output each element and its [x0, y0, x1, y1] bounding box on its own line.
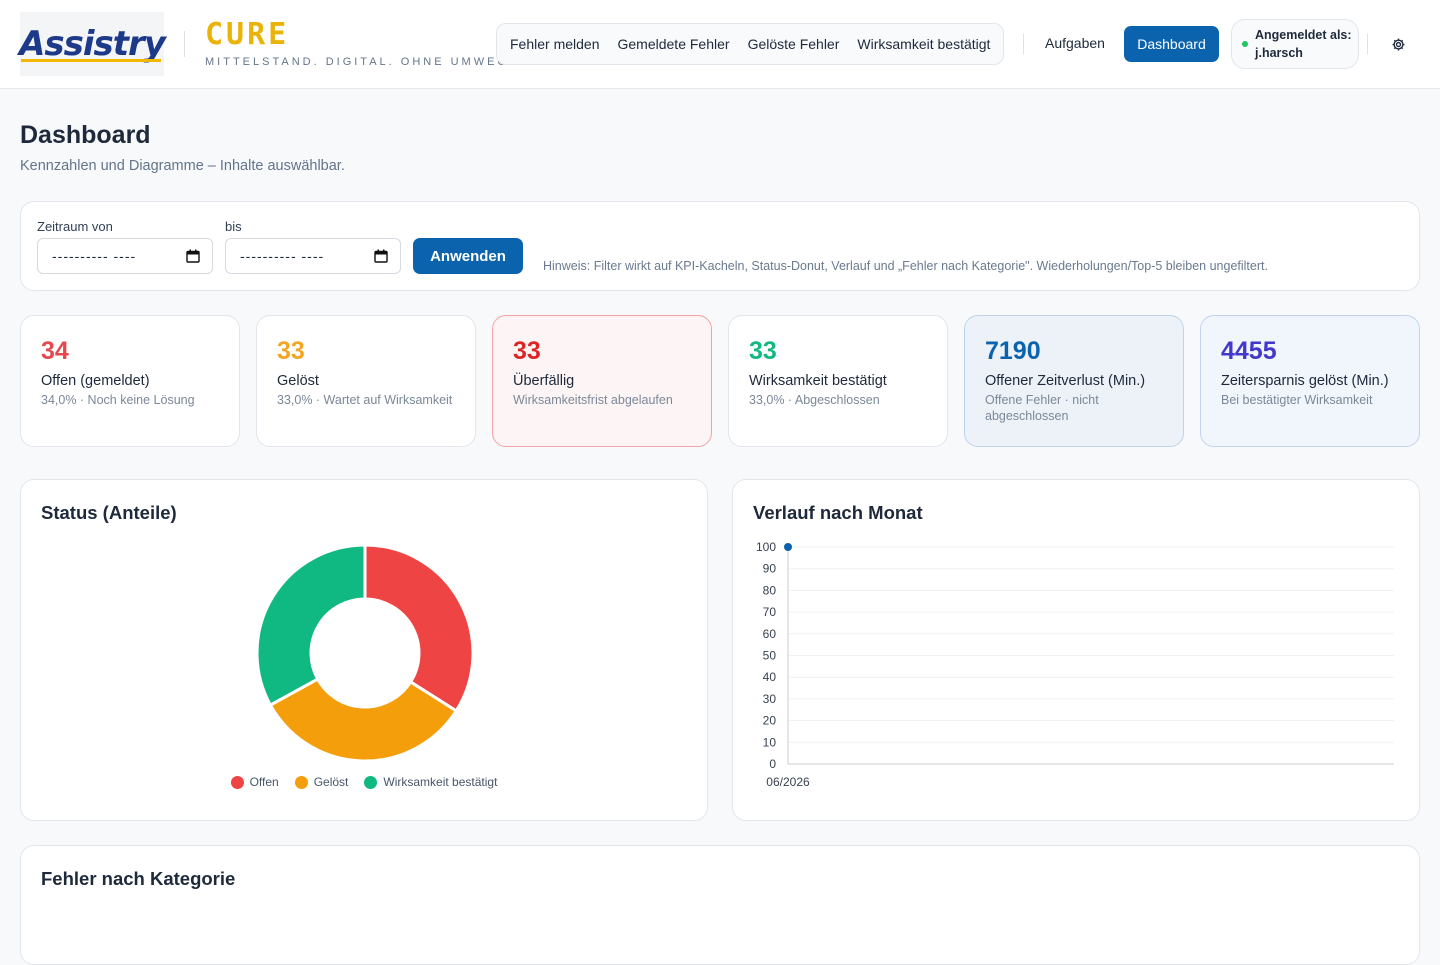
- legend-item-open[interactable]: Offen: [230, 775, 279, 789]
- date-from-input[interactable]: ---------- ----: [37, 238, 213, 274]
- gear-icon[interactable]: [1389, 35, 1407, 53]
- kpi-effectiveness-confirmed[interactable]: 33 Wirksamkeit bestätigt 33,0% · Abgesch…: [728, 315, 948, 447]
- status-chart-title: Status (Anteile): [41, 502, 177, 523]
- kpi-value: 33: [513, 337, 541, 365]
- date-from-label: Zeitraum von: [37, 219, 113, 234]
- y-tick-label: 80: [763, 583, 777, 597]
- kpi-value: 7190: [985, 337, 1041, 365]
- calendar-icon[interactable]: [374, 249, 388, 263]
- kpi-open-time-loss[interactable]: 7190 Offener Zeitverlust (Min.) Offene F…: [964, 315, 1184, 447]
- y-tick-label: 20: [763, 714, 777, 728]
- x-tick-label: 06/2026: [766, 775, 810, 789]
- date-from-value: ---------- ----: [52, 248, 137, 264]
- kpi-subtext: 33,0% · Wartet auf Wirksamkeit: [277, 393, 453, 407]
- page-title: Dashboard: [20, 121, 151, 149]
- status-legend: Offen Gelöst Wirksamkeit bestätigt: [21, 775, 707, 789]
- user-label: Angemeldet als:: [1255, 28, 1352, 42]
- assistry-logo[interactable]: Assistry: [19, 12, 166, 76]
- nav-effectiveness-confirmed[interactable]: Wirksamkeit bestätigt: [857, 36, 991, 52]
- y-tick-label: 70: [763, 605, 777, 619]
- trend-data-point[interactable]: [784, 543, 792, 551]
- brand: CURE MITTELSTAND. DIGITAL. OHNE UMWEGE.: [205, 17, 526, 69]
- kpi-time-savings[interactable]: 4455 Zeitersparnis gelöst (Min.) Bei bes…: [1200, 315, 1420, 447]
- kpi-label: Wirksamkeit bestätigt: [749, 373, 887, 389]
- category-chart-card: Fehler nach Kategorie: [20, 845, 1420, 965]
- brand-tagline: MITTELSTAND. DIGITAL. OHNE UMWEGE.: [205, 56, 526, 68]
- kpi-overdue[interactable]: 33 Überfällig Wirksamkeitsfrist abgelauf…: [492, 315, 712, 447]
- donut-slice-offen[interactable]: [363, 543, 475, 713]
- y-tick-label: 50: [763, 649, 777, 663]
- y-tick-label: 100: [756, 540, 776, 554]
- kpi-value: 34: [41, 337, 69, 365]
- online-status-icon: [1242, 41, 1248, 47]
- user-badge[interactable]: Angemeldet als: j.harsch: [1231, 19, 1359, 69]
- user-name: j.harsch: [1255, 46, 1303, 60]
- donut-slice-gel-st[interactable]: [268, 676, 459, 763]
- trend-chart-card: Verlauf nach Monat 0 10 20 30 40 50 60 70 80 90 10…: [732, 479, 1420, 821]
- kpi-subtext: 33,0% · Abgeschlossen: [749, 393, 880, 407]
- y-tick-label: 40: [763, 670, 777, 684]
- date-to-input[interactable]: ---------- ----: [225, 238, 401, 274]
- kpi-value: 33: [749, 337, 777, 365]
- date-to-label: bis: [225, 219, 242, 234]
- kpi-subtext: Offene Fehler · nicht abgeschlossen: [985, 393, 1099, 423]
- trend-chart-title: Verlauf nach Monat: [753, 502, 923, 523]
- nav-dashboard-button[interactable]: Dashboard: [1124, 26, 1219, 62]
- filter-hint: Hinweis: Filter wirkt auf KPI-Kacheln, S…: [543, 259, 1268, 273]
- kpi-subtext: Wirksamkeitsfrist abgelaufen: [513, 393, 673, 407]
- kpi-label: Überfällig: [513, 373, 575, 389]
- kpi-value: 33: [277, 337, 305, 365]
- date-filter-card: Zeitraum von ---------- ---- bis -------…: [20, 201, 1420, 291]
- top-header: Assistry CURE MITTELSTAND. DIGITAL. OHNE…: [0, 0, 1440, 89]
- legend-label: Offen: [249, 775, 279, 789]
- kpi-subtext: Bei bestätigter Wirksamkeit: [1221, 393, 1373, 407]
- legend-item-confirmed[interactable]: Wirksamkeit bestätigt: [364, 775, 497, 789]
- legend-swatch: [230, 775, 244, 789]
- date-to-value: ---------- ----: [240, 248, 325, 264]
- kpi-subtext: 34,0% · Noch keine Lösung: [41, 393, 195, 407]
- nav-reported-errors[interactable]: Gemeldete Fehler: [617, 36, 730, 52]
- kpi-solved[interactable]: 33 Gelöst 33,0% · Wartet auf Wirksamkeit: [256, 315, 476, 447]
- trend-line-chart: 0 10 20 30 40 50 60 70 80 90 100 06/2026: [756, 540, 1394, 789]
- apply-filter-button[interactable]: Anwenden: [413, 238, 523, 274]
- kpi-label: Offen (gemeldet): [41, 373, 150, 389]
- legend-swatch: [364, 775, 378, 789]
- main-nav: Fehler melden Gemeldete Fehler Gelöste F…: [496, 23, 1005, 65]
- kpi-value: 4455: [1221, 337, 1277, 365]
- divider: [184, 31, 185, 57]
- y-tick-label: 0: [769, 757, 776, 771]
- legend-label: Wirksamkeit bestätigt: [383, 775, 498, 789]
- donut-slice-wirksamkeit-best-tigt[interactable]: [255, 543, 367, 708]
- legend-label: Gelöst: [313, 775, 349, 789]
- legend-item-solved[interactable]: Gelöst: [294, 775, 349, 789]
- status-chart-card: Status (Anteile) Offen Gelöst Wirksamkei…: [20, 479, 708, 821]
- calendar-icon[interactable]: [186, 249, 200, 263]
- brand-name: CURE: [205, 17, 290, 52]
- logo-text: Assistry: [19, 24, 166, 64]
- y-tick-label: 10: [763, 735, 777, 749]
- nav-solved-errors[interactable]: Gelöste Fehler: [747, 36, 840, 52]
- kpi-label: Zeitersparnis gelöst (Min.): [1221, 373, 1389, 389]
- divider: [1367, 34, 1368, 54]
- nav-report-error[interactable]: Fehler melden: [510, 36, 600, 52]
- divider: [1023, 34, 1024, 54]
- kpi-label: Offener Zeitverlust (Min.): [985, 373, 1146, 389]
- y-tick-label: 60: [763, 627, 777, 641]
- kpi-open[interactable]: 34 Offen (gemeldet) 34,0% · Noch keine L…: [20, 315, 240, 447]
- status-donut-chart: [255, 543, 475, 763]
- page-subtitle: Kennzahlen und Diagramme – Inhalte auswä…: [20, 158, 345, 174]
- y-tick-label: 30: [763, 692, 777, 706]
- legend-swatch: [294, 775, 308, 789]
- category-chart-title: Fehler nach Kategorie: [41, 868, 236, 889]
- nav-tasks[interactable]: Aufgaben: [1045, 35, 1105, 51]
- kpi-label: Gelöst: [277, 373, 319, 389]
- y-tick-label: 90: [763, 562, 777, 576]
